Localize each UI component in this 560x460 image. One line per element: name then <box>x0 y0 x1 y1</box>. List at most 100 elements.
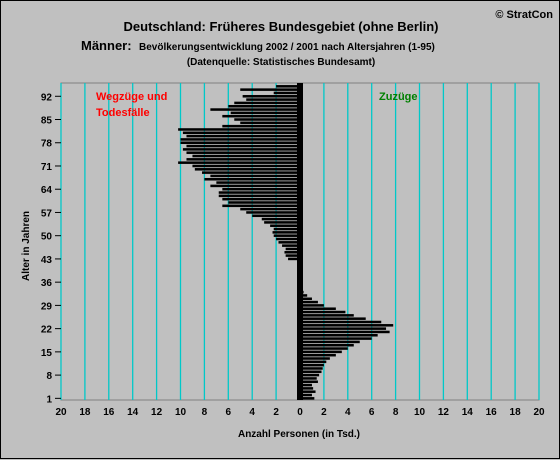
bar-age-70 <box>194 168 300 171</box>
bar-age-26 <box>300 314 354 317</box>
x-tick-label: 20 <box>55 407 67 418</box>
bar-age-25 <box>300 317 366 320</box>
x-tick-label: 10 <box>175 407 187 418</box>
bar-age-93 <box>273 91 300 95</box>
bar-age-44 <box>285 254 300 257</box>
bar-age-13 <box>300 357 330 360</box>
bar-age-15 <box>300 350 342 354</box>
bar-age-19 <box>300 337 372 340</box>
bar-age-22 <box>300 327 387 330</box>
bar-age-30 <box>300 300 318 304</box>
bar-age-74 <box>192 154 300 158</box>
bar-age-9 <box>300 370 322 374</box>
bar-age-79 <box>180 138 300 141</box>
bar-age-90 <box>234 101 300 105</box>
bar-age-12 <box>300 360 327 364</box>
y-tick-label: 36 <box>41 278 53 289</box>
bar-age-10 <box>300 367 323 370</box>
x-tick-label: 8 <box>393 407 399 418</box>
bar-age-83 <box>222 124 300 128</box>
bar-age-57 <box>246 211 300 214</box>
bar-age-23 <box>300 324 394 327</box>
bar-age-7 <box>300 377 317 380</box>
bar-age-47 <box>282 244 300 247</box>
bar-age-31 <box>300 297 312 301</box>
x-tick-label: 16 <box>103 407 115 418</box>
bar-age-73 <box>186 158 300 161</box>
bar-age-1 <box>300 397 315 400</box>
bar-age-5 <box>300 383 312 387</box>
x-tick-label: 4 <box>249 407 255 418</box>
bar-age-49 <box>276 237 300 241</box>
annotation-right: Zuzüge <box>379 91 418 103</box>
bar-age-52 <box>273 227 300 231</box>
y-tick-label: 57 <box>41 208 53 219</box>
bar-age-2 <box>300 393 312 397</box>
x-tick-label: 18 <box>79 407 91 418</box>
zero-axis-line <box>297 83 303 400</box>
bar-age-76 <box>182 148 300 151</box>
y-axis-label: Alter in Jahren <box>21 211 32 281</box>
bar-age-95 <box>276 85 300 88</box>
annotation-left-1: Wegzüge und <box>96 91 167 103</box>
y-tick-label: 22 <box>41 325 53 336</box>
x-tick-labels: 20 18 16 14 12 10 8 6 4 2 0 2 4 6 8 10 12 14 16 18 20 <box>55 407 545 418</box>
bar-age-14 <box>300 353 336 357</box>
bar-age-54 <box>264 221 300 224</box>
bar-age-27 <box>300 310 346 314</box>
bar-age-88 <box>210 108 300 111</box>
x-tick-label: 12 <box>438 407 450 418</box>
y-tick-label: 71 <box>41 162 53 173</box>
bar-age-58 <box>240 207 300 211</box>
bar-age-3 <box>300 390 316 393</box>
x-tick-label: 14 <box>462 407 474 418</box>
bar-age-18 <box>300 340 360 344</box>
bar-age-32 <box>300 294 308 297</box>
bar-age-17 <box>300 343 354 347</box>
x-tick-label: 0 <box>297 407 303 418</box>
bar-age-20 <box>300 334 378 337</box>
y-tick-label: 50 <box>41 232 53 243</box>
bar-age-64 <box>222 187 300 191</box>
x-tick-label: 6 <box>226 407 232 418</box>
x-tick-label: 4 <box>345 407 351 418</box>
copyright-label: © StratCon <box>495 9 553 21</box>
bar-age-80 <box>186 134 300 138</box>
y-tick-label: 1 <box>46 394 52 405</box>
y-tick-label: 92 <box>41 92 53 103</box>
bar-age-65 <box>210 184 300 188</box>
bar-age-50 <box>273 234 300 237</box>
bar-age-78 <box>180 141 300 145</box>
bar-age-45 <box>284 251 300 254</box>
x-tick-label: 16 <box>486 407 498 418</box>
bar-age-91 <box>246 98 300 101</box>
x-tick-label: 14 <box>127 407 139 418</box>
y-tick-label: 85 <box>41 116 53 127</box>
annotation-left-2: Todesfälle <box>96 107 150 119</box>
bar-age-92 <box>242 95 300 98</box>
bar-age-56 <box>252 214 300 218</box>
chart-subtitle-small: Bevölkerungsentwicklung 2002 / 2001 nach… <box>139 42 435 53</box>
bar-age-63 <box>218 191 300 194</box>
x-tick-label: 18 <box>510 407 522 418</box>
bar-age-4 <box>300 387 314 390</box>
bar-age-43 <box>288 257 300 261</box>
bar-age-84 <box>240 121 300 125</box>
x-tick-label: 12 <box>151 407 163 418</box>
bar-age-59 <box>222 204 300 208</box>
bar-age-82 <box>178 128 300 131</box>
x-tick-label: 6 <box>369 407 375 418</box>
y-tick-labels: 1 8 15 22 29 36 43 50 57 64 71 78 85 92 <box>41 92 61 405</box>
y-tick-label: 15 <box>41 348 53 359</box>
chart-title: Deutschland: Früheres Bundesgebiet (ohne… <box>124 19 439 34</box>
bar-age-29 <box>300 304 324 307</box>
bar-age-85 <box>234 118 300 121</box>
bar-age-89 <box>228 104 300 108</box>
bar-age-6 <box>300 380 318 384</box>
bar-age-87 <box>230 111 300 115</box>
bar-age-60 <box>228 201 300 204</box>
bar-age-71 <box>192 164 300 168</box>
y-tick-label: 43 <box>41 255 53 266</box>
y-tick-label: 29 <box>41 301 53 312</box>
